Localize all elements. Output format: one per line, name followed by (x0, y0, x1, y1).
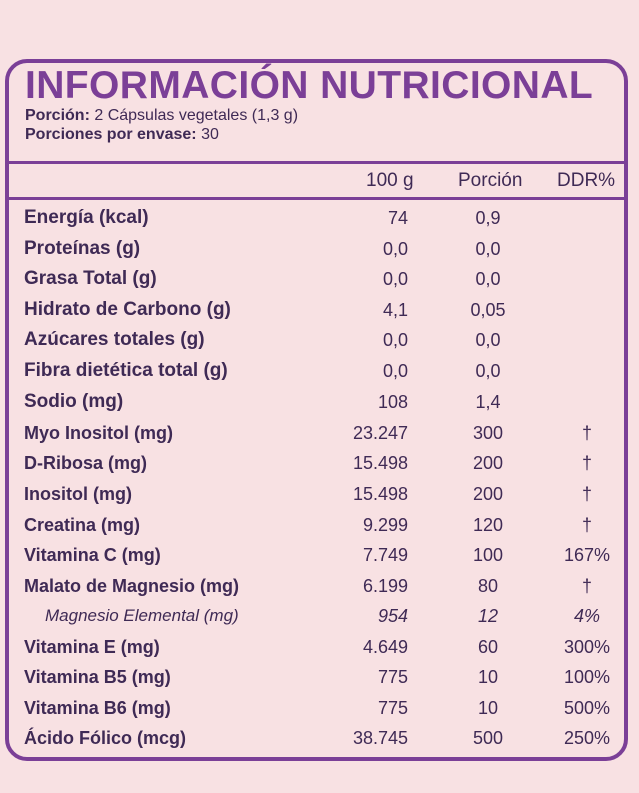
nutrient-name: D-Ribosa (mg) (24, 453, 147, 473)
value-per-100g: 0,0 (382, 269, 408, 289)
value-per-100g: 15.498 (352, 453, 408, 473)
value-per-portion: 0,0 (475, 330, 501, 350)
nutrient-name: Proteínas (g) (24, 238, 141, 259)
nutrient-name: Vitamina C (mg) (24, 545, 161, 565)
value-per-portion: 0,9 (475, 208, 501, 228)
table-row: Vitamina B6 (mg) 775 10 500% (9, 693, 624, 723)
value-per-portion: 0,0 (475, 361, 501, 381)
nutrient-name: Creatina (mg) (24, 515, 141, 535)
value-per-100g: 6.199 (362, 576, 408, 596)
nutrient-name: Inositol (mg) (24, 484, 132, 504)
table-row: Azúcares totales (g) 0,0 0,0 (9, 325, 624, 355)
value-per-100g: 4.649 (362, 637, 408, 657)
table-row: Sodio (mg) 108 1,4 (9, 387, 624, 417)
value-per-100g: 954 (377, 606, 408, 626)
table-row: Hidrato de Carbono (g) 4,1 0,05 (9, 295, 624, 325)
table-row: Vitamina C (mg) 7.749 100 167% (9, 540, 624, 570)
value-per-portion: 0,0 (475, 239, 501, 259)
value-per-100g: 0,0 (382, 239, 408, 259)
column-header-ddr: DDR% (557, 170, 616, 191)
value-ddr: † (581, 423, 592, 443)
value-per-100g: 0,0 (382, 330, 408, 350)
value-per-100g: 775 (377, 667, 408, 687)
value-per-100g: 15.498 (352, 484, 408, 504)
nutrient-name: Vitamina B5 (mg) (24, 667, 171, 687)
value-ddr: 100% (563, 667, 611, 687)
column-header-row: 100 g Porción DDR% (9, 164, 624, 200)
value-per-portion: 10 (477, 667, 499, 687)
value-per-100g: 108 (377, 392, 408, 412)
value-per-100g: 0,0 (382, 361, 408, 381)
table-row: Malato de Magnesio (mg) 6.199 80 † (9, 571, 624, 601)
servings-per-value: 30 (201, 126, 219, 143)
value-per-100g: 4,1 (382, 300, 408, 320)
value-per-100g: 775 (377, 698, 408, 718)
value-per-portion: 200 (472, 484, 504, 504)
value-ddr: † (581, 576, 592, 596)
table-row: D-Ribosa (mg) 15.498 200 † (9, 448, 624, 478)
column-header-100g: 100 g (366, 170, 414, 191)
value-ddr: 250% (563, 728, 611, 748)
table-row: Myo Inositol (mg) 23.247 300 † (9, 418, 624, 448)
value-per-100g: 7.749 (362, 545, 408, 565)
servings-per-container: Porciones por envase: 30 (25, 125, 624, 144)
nutrition-panel: INFORMACIÓN NUTRICIONAL Porción: 2 Cápsu… (5, 59, 628, 761)
value-per-portion: 500 (472, 728, 504, 748)
table-row: Energía (kcal) 74 0,9 (9, 203, 624, 233)
table-row: Ácido Fólico (mcg) 38.745 500 250% (9, 723, 624, 753)
table-row: Vitamina E (mg) 4.649 60 300% (9, 632, 624, 662)
nutrient-name: Ácido Fólico (mcg) (24, 728, 186, 748)
value-per-100g: 74 (387, 208, 408, 228)
nutrient-name: Fibra dietética total (g) (24, 360, 228, 381)
value-ddr: 300% (563, 637, 611, 657)
value-per-portion: 0,0 (475, 269, 501, 289)
nutrient-name: Azúcares totales (g) (24, 329, 205, 350)
value-ddr: 167% (563, 545, 611, 565)
nutrient-name: Sodio (mg) (24, 391, 124, 412)
nutrient-name: Myo Inositol (mg) (24, 423, 173, 443)
value-per-portion: 60 (477, 637, 499, 657)
value-per-portion: 120 (472, 515, 504, 535)
nutrient-name: Hidrato de Carbono (g) (24, 299, 231, 320)
value-ddr: † (581, 453, 592, 473)
value-per-portion: 0,05 (470, 300, 506, 320)
table-row: Fibra dietética total (g) 0,0 0,0 (9, 356, 624, 386)
nutrient-name: Energía (kcal) (24, 207, 149, 228)
value-ddr: 500% (563, 698, 611, 718)
nutrition-header: INFORMACIÓN NUTRICIONAL Porción: 2 Cápsu… (9, 66, 624, 164)
servings-per-label: Porciones por envase: (25, 126, 197, 143)
value-per-100g: 38.745 (352, 728, 408, 748)
nutrient-name: Vitamina B6 (mg) (24, 698, 171, 718)
panel-title: INFORMACIÓN NUTRICIONAL (25, 64, 594, 107)
table-row: Inositol (mg) 15.498 200 † (9, 479, 624, 509)
nutrient-name: Malato de Magnesio (mg) (24, 576, 240, 596)
serving-value: 2 Cápsulas vegetales (1,3 g) (94, 107, 299, 124)
value-per-portion: 80 (477, 576, 499, 596)
serving-size: Porción: 2 Cápsulas vegetales (1,3 g) (25, 106, 624, 125)
table-row: Proteínas (g) 0,0 0,0 (9, 234, 624, 264)
value-per-portion: 10 (477, 698, 499, 718)
serving-label: Porción: (25, 107, 90, 124)
value-per-portion: 200 (472, 453, 504, 473)
column-header-portion: Porción (458, 170, 523, 191)
nutrient-name: Magnesio Elemental (mg) (45, 606, 239, 625)
value-per-portion: 100 (472, 545, 504, 565)
table-row: Grasa Total (g) 0,0 0,0 (9, 264, 624, 294)
nutrient-name: Vitamina E (mg) (24, 637, 160, 657)
table-row: Vitamina B5 (mg) 775 10 100% (9, 662, 624, 692)
value-ddr: † (581, 515, 592, 535)
value-per-portion: 300 (472, 423, 504, 443)
table-row: Magnesio Elemental (mg) 954 12 4% (9, 601, 624, 631)
value-per-100g: 23.247 (352, 423, 408, 443)
value-per-100g: 9.299 (362, 515, 408, 535)
value-per-portion: 12 (477, 606, 499, 626)
nutrient-name: Grasa Total (g) (24, 268, 157, 289)
value-ddr: † (581, 484, 592, 504)
value-per-portion: 1,4 (475, 392, 501, 412)
value-ddr: 4% (573, 606, 600, 626)
table-row: Creatina (mg) 9.299 120 † (9, 510, 624, 540)
